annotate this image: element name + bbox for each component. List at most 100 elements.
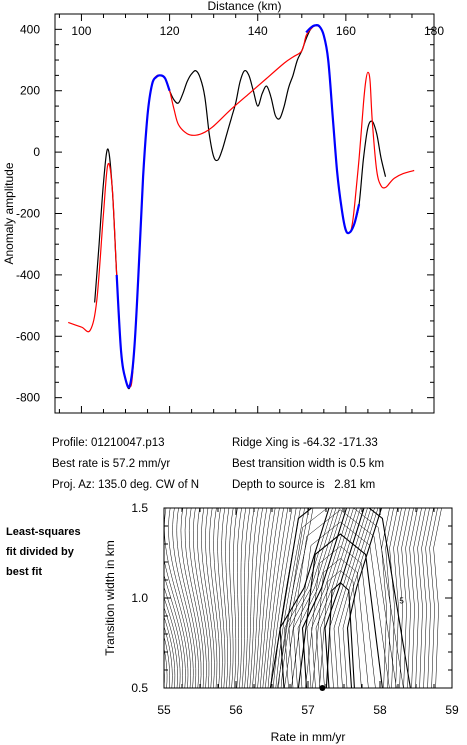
best-fit-point — [319, 685, 326, 691]
y-tick-label: -800 — [16, 391, 40, 405]
contour-line — [319, 570, 362, 688]
contour-line — [284, 509, 397, 688]
contour-line — [381, 508, 390, 688]
y-tick-label: 0 — [33, 145, 40, 159]
contour-line — [176, 508, 199, 688]
y-axis-title: Transition width in km — [103, 540, 117, 656]
ridge-xing-text: Ridge Xing is -64.32 -171.33 — [232, 437, 378, 449]
x-tick-label: 100 — [71, 24, 91, 38]
x-tick-label: 140 — [248, 24, 268, 38]
contour-line — [172, 508, 197, 688]
contour-line — [320, 508, 361, 688]
y-tick-label: 400 — [20, 22, 40, 36]
contour-line — [397, 508, 406, 688]
contour-line — [421, 508, 430, 688]
y-tick-label: 0.5 — [131, 681, 148, 695]
contour-line — [259, 508, 280, 688]
y-tick-label: -600 — [16, 329, 40, 343]
x-tick-label: 120 — [160, 24, 180, 38]
contour-line — [329, 508, 368, 688]
anomaly-chart: 100 120 140 160 180 Distance (km) -800 -600 -400… — [2, 0, 444, 414]
contour-line — [252, 508, 268, 688]
x-tick-label: 55 — [157, 703, 171, 717]
contour-line — [270, 508, 297, 688]
contour-line — [342, 508, 379, 688]
fit-segment-blue — [115, 74, 171, 389]
contour-line — [209, 508, 220, 688]
contour-line — [239, 508, 247, 688]
proj-az-text: Proj. Az: 135.0 deg. CW of N — [52, 479, 200, 491]
x-tick-label: 160 — [336, 24, 356, 38]
best-width-text: Best transition width is 0.5 km — [232, 458, 385, 470]
contour-line — [265, 508, 289, 688]
contour-line — [275, 508, 305, 688]
contour-line — [164, 606, 178, 688]
side-note-line: best fit — [6, 566, 43, 578]
contour-line — [315, 508, 358, 688]
contour-line — [325, 581, 355, 688]
contour-line — [164, 635, 170, 688]
contour-line — [297, 533, 383, 688]
x-tick-label: 58 — [373, 703, 387, 717]
contour-line — [221, 508, 228, 688]
x-tick-label: 56 — [229, 703, 243, 717]
contour-line — [164, 596, 181, 688]
contour-line — [225, 508, 231, 688]
contour-line — [385, 508, 394, 688]
y-axis-title: Anomaly amplitude — [2, 162, 16, 264]
contour-line — [254, 508, 272, 688]
contour-line — [164, 647, 168, 688]
contour-lines — [164, 508, 442, 688]
contour-line — [229, 508, 234, 688]
contour-line — [180, 508, 202, 688]
contour-line — [217, 508, 226, 688]
contour-line — [236, 508, 242, 688]
side-note-line: Least-squares — [6, 526, 81, 538]
contour-line — [429, 508, 438, 688]
contour-line — [305, 545, 376, 688]
contour-line — [164, 586, 184, 688]
contour-line — [164, 573, 186, 688]
plot-frame — [54, 13, 435, 414]
contour-line — [244, 508, 255, 688]
contour-line — [257, 508, 276, 688]
contour-line — [413, 508, 422, 688]
contour-line — [246, 508, 259, 688]
contour-line — [401, 508, 410, 688]
contour-line — [280, 508, 314, 688]
side-note-line: fit divided by — [6, 546, 74, 558]
contour-line — [312, 558, 369, 688]
contour-line — [164, 508, 191, 688]
contour-line — [249, 508, 263, 688]
contour-line — [188, 508, 207, 688]
contour-line — [433, 508, 442, 688]
contour-line — [233, 508, 238, 688]
contour-line — [301, 508, 348, 688]
contour-line — [311, 508, 354, 688]
x-tick-label: 180 — [424, 24, 444, 38]
contour-line — [405, 508, 414, 688]
contour-line — [164, 625, 173, 688]
contour-line — [168, 508, 194, 688]
contour-line — [393, 508, 402, 688]
x-tick-label: 59 — [445, 703, 459, 717]
contour-line — [324, 508, 365, 688]
contour-line — [277, 508, 404, 688]
contour-line — [389, 508, 398, 688]
contour-line — [197, 508, 212, 688]
contour-line — [164, 558, 189, 688]
contour-line — [409, 508, 418, 688]
y-tick-label: 1.0 — [131, 591, 148, 605]
fit-segment-blue — [305, 24, 361, 235]
contour-line — [417, 508, 426, 688]
y-tick-label: -400 — [16, 268, 40, 282]
y-tick-label: 1.5 — [131, 501, 148, 515]
contour-line — [184, 508, 204, 688]
y-tick-label: -200 — [16, 207, 40, 221]
contour-line — [425, 508, 434, 688]
x-axis-title: Rate in mm/yr — [271, 730, 346, 744]
contour-line — [193, 508, 210, 688]
contour-line — [164, 616, 176, 688]
